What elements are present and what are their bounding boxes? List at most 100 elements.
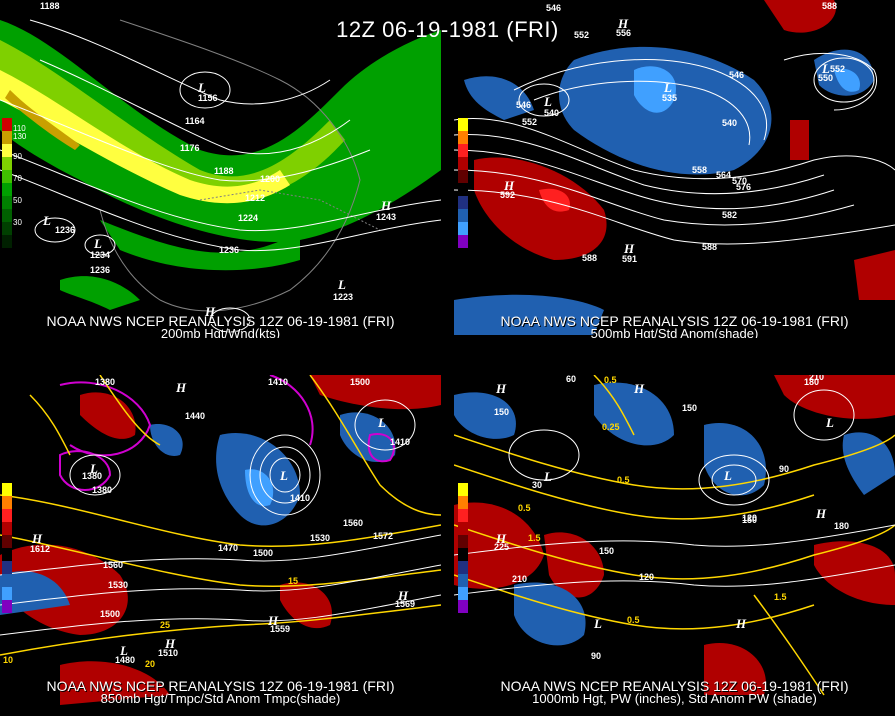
svg-text:150: 150 [494,407,509,417]
caption-line1: NOAA NWS NCEP REANALYSIS 12Z 06-19-1981 … [500,313,849,329]
svg-text:576: 576 [736,182,751,192]
caption-line1: NOAA NWS NCEP REANALYSIS 12Z 06-19-1981 … [46,313,395,329]
svg-text:1470: 1470 [218,543,238,553]
svg-text:1500: 1500 [253,548,273,558]
legend-1000mb [458,483,468,613]
svg-text:H: H [31,531,43,546]
svg-text:552: 552 [830,64,845,74]
svg-text:1530: 1530 [310,533,330,543]
svg-text:1500: 1500 [350,377,370,387]
map-200mb: 1188 1164 1176 1188 1200 1212 1224 1236 … [0,0,441,338]
svg-text:0.5: 0.5 [604,375,617,385]
svg-text:H: H [175,380,187,395]
svg-text:H: H [164,636,176,651]
caption-line2: 850mb Hgt/Tmpc/Std Anom Tmpc(shade) [100,691,341,706]
svg-text:L: L [593,616,602,631]
legend-850mb [2,483,12,613]
svg-text:1.5: 1.5 [528,533,541,543]
svg-text:H: H [397,588,409,603]
svg-text:540: 540 [544,108,559,118]
contour-label: 1234 [90,250,110,260]
svg-text:L: L [197,80,206,95]
svg-text:556: 556 [616,28,631,38]
legend-label: 50 [13,196,22,205]
svg-text:546: 546 [729,70,744,80]
svg-text:1612: 1612 [30,544,50,554]
svg-text:588: 588 [822,1,837,11]
map-labels-850mb: 1380 1410 1500 1440 1410 1380 1380 1410 … [3,377,415,669]
svg-text:1510: 1510 [158,648,178,658]
svg-text:1.5: 1.5 [774,592,787,602]
svg-text:L: L [89,461,98,476]
svg-text:1560: 1560 [343,518,363,528]
svg-text:180: 180 [834,521,849,531]
svg-text:1569: 1569 [395,599,415,609]
svg-text:540: 540 [722,118,737,128]
svg-text:1560: 1560 [103,560,123,570]
svg-text:225: 225 [494,542,509,552]
svg-text:H: H [204,304,216,319]
svg-text:120: 120 [639,572,654,582]
svg-text:60: 60 [566,375,576,384]
svg-text:552: 552 [522,117,537,127]
svg-text:1380: 1380 [92,485,112,495]
svg-text:588: 588 [702,242,717,252]
svg-text:H: H [617,16,629,31]
map-labels-1000mb: 60 0.5 150 180 210 30 90 0.25 0.5 150 12… [494,375,849,661]
contour-label: 1243 [376,212,396,222]
svg-text:1530: 1530 [108,580,128,590]
svg-text:L: L [119,643,128,658]
svg-text:H: H [380,198,392,213]
contour-label: 1156 [198,93,218,103]
svg-text:20: 20 [145,659,155,669]
svg-text:570: 570 [732,176,747,186]
contour-label: 1236 [55,225,75,235]
svg-text:150: 150 [599,546,614,556]
svg-text:1410: 1410 [290,493,310,503]
contour-label: 1164 [185,116,205,126]
legend-label: 70 [13,174,22,183]
contour-label: 1188 [40,1,60,11]
svg-text:1480: 1480 [115,655,135,665]
contour-label: 1223 [333,292,353,302]
svg-text:H: H [633,381,645,396]
legend-200mb [2,118,12,248]
svg-text:0.5: 0.5 [627,615,640,625]
caption-line1: NOAA NWS NCEP REANALYSIS 12Z 06-19-1981 … [46,678,395,694]
svg-text:H: H [815,506,827,521]
map-labels-200mb: 1188 1164 1176 1188 1200 1212 1224 1236 … [40,1,396,319]
page-title: 12Z 06-19-1981 (FRI) [336,17,559,42]
svg-text:546: 546 [546,3,561,13]
svg-text:1410: 1410 [268,377,288,387]
svg-text:0.25: 0.25 [602,422,620,432]
map-500mb: 546 552 556 588 546 552 540 535 540 546 … [454,0,895,338]
svg-text:588: 588 [582,253,597,263]
svg-text:210: 210 [809,375,824,382]
caption-line2: 200mb Hgt/Wnd(kts) [160,326,281,338]
svg-text:L: L [821,61,830,76]
svg-text:L: L [663,80,672,95]
svg-text:90: 90 [779,464,789,474]
svg-text:10: 10 [3,655,13,665]
contour-label: 1224 [238,213,258,223]
svg-text:L: L [337,277,346,292]
svg-text:550: 550 [818,73,833,83]
svg-text:1440: 1440 [185,411,205,421]
contour-label: 1176 [180,143,200,153]
panel-1000mb: 60 0.5 150 180 210 30 90 0.25 0.5 150 12… [454,375,895,713]
panel-200mb: 1188 1164 1176 1188 1200 1212 1224 1236 … [0,0,441,338]
svg-text:L: L [543,94,552,109]
contour-label: 1188 [214,166,234,176]
legend-label: 90 [13,152,22,161]
svg-text:H: H [503,178,515,193]
map-labels-500mb: 546 552 556 588 546 552 540 535 540 546 … [500,1,845,264]
svg-text:150: 150 [682,403,697,413]
map-850mb: 1380 1410 1500 1440 1410 1380 1380 1410 … [0,375,441,713]
contour-label: 1212 [245,193,265,203]
svg-text:592: 592 [500,190,515,200]
svg-text:30: 30 [532,480,542,490]
map-1000mb: 60 0.5 150 180 210 30 90 0.25 0.5 150 12… [454,375,895,713]
svg-text:L: L [723,468,732,483]
svg-text:H: H [495,531,507,546]
svg-text:H: H [623,241,635,256]
